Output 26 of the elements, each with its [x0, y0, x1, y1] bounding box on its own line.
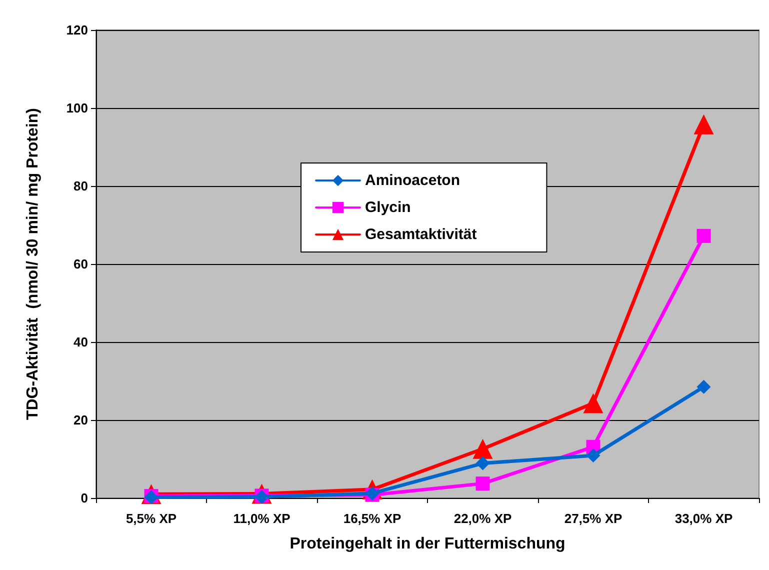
x-axis-title: Proteingehalt in der Futtermischung — [290, 536, 566, 552]
legend-label: Aminoaceton — [365, 172, 460, 189]
x-tick-label: 16,5% XP — [343, 511, 402, 526]
y-axis-title: TDG-Aktivität (nmol/ 30 min/ mg Protein) — [24, 108, 42, 420]
y-tick-label: 120 — [66, 22, 88, 38]
y-tick-label: 80 — [74, 178, 88, 194]
x-tick-label: 22,0% XP — [454, 511, 512, 526]
point — [472, 438, 493, 459]
x-tick-label: 5,5% XP — [126, 511, 177, 526]
point — [476, 476, 490, 491]
y-tick-label: 60 — [74, 256, 88, 272]
x-tick-label: 33,0% XP — [674, 511, 733, 526]
point — [696, 380, 711, 394]
legend-label: Glycin — [365, 199, 411, 216]
y-tick-label: 40 — [74, 334, 88, 350]
y-tick-label: 0 — [80, 490, 88, 506]
legend-label: Gesamtaktivität — [365, 226, 477, 243]
y-tick-label: 100 — [66, 100, 88, 116]
y-tick-label: 20 — [74, 412, 88, 428]
x-tick-label: 27,5% XP — [564, 511, 622, 526]
point — [586, 448, 600, 462]
point — [583, 393, 604, 414]
point — [476, 456, 490, 470]
point — [696, 228, 711, 243]
point — [694, 114, 714, 134]
x-tick-label: 11,0% XP — [233, 511, 291, 526]
